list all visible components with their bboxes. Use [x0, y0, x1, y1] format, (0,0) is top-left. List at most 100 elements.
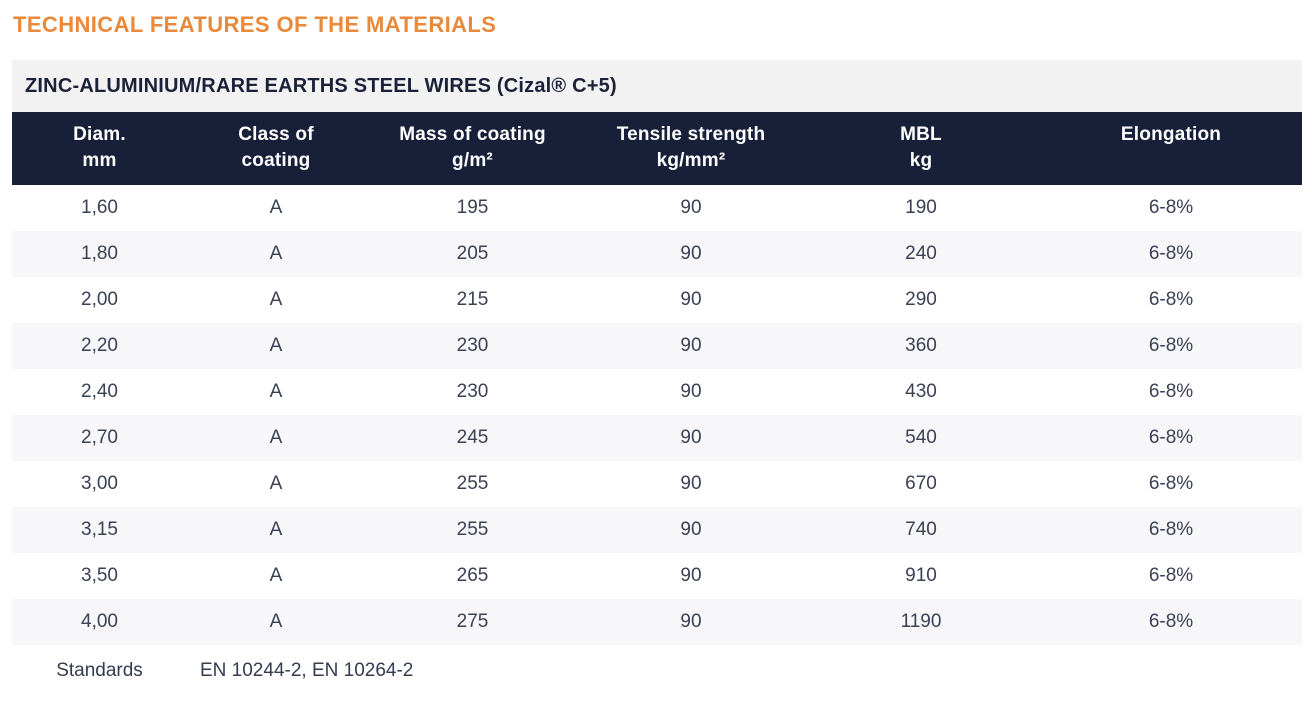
header-line: MBL	[900, 124, 942, 145]
header-line: Mass of coating	[399, 124, 546, 145]
cell-class: A	[269, 289, 283, 310]
header-line: kg/mm²	[656, 150, 726, 171]
cell-mass: 195	[456, 197, 489, 218]
cell-tensile: 90	[680, 243, 702, 264]
table-subtitle-bar: ZINC-ALUMINIUM/RARE EARTHS STEEL WIRES (…	[12, 60, 1302, 112]
cell-mbl: 290	[905, 289, 937, 310]
cell-mass: 215	[456, 289, 489, 310]
header-line: mm	[82, 150, 117, 171]
cell-class: A	[269, 473, 283, 494]
standards-value: EN 10244-2, EN 10264-2	[187, 645, 1302, 696]
column-header-class-of-coating: Class of coating	[187, 112, 365, 185]
cell-class: A	[269, 197, 283, 218]
column-header-diam: Diam. mm	[12, 112, 187, 185]
header-line: Class of	[238, 124, 314, 145]
cell-class: A	[269, 243, 283, 264]
header-line	[1040, 148, 1302, 174]
table-row: 2,70 A 245 90 540 6-8%	[12, 415, 1302, 461]
table-row: 4,00 A 275 90 1190 6-8%	[12, 599, 1302, 645]
cell-mbl: 430	[905, 381, 937, 402]
table-header: Diam. mm Class of coating Mass of coatin…	[12, 112, 1302, 185]
cell-tensile: 90	[680, 519, 702, 540]
header-line: Tensile strength	[616, 124, 766, 145]
table-row: 1,80 A 205 90 240 6-8%	[12, 231, 1302, 277]
cell-tensile: 90	[680, 289, 702, 310]
cell-class: A	[269, 519, 283, 540]
cell-mass: 275	[456, 611, 489, 632]
cell-mass: 205	[456, 243, 489, 264]
cell-diam: 2,00	[81, 289, 118, 310]
cell-tensile: 90	[680, 381, 702, 402]
table-row: 1,60 A 195 90 190 6-8%	[12, 185, 1302, 231]
cell-elongation: 6-8%	[1148, 611, 1194, 632]
cell-mass: 265	[456, 565, 489, 586]
header-line: kg	[909, 150, 933, 171]
cell-elongation: 6-8%	[1148, 519, 1194, 540]
cell-mass: 255	[456, 473, 489, 494]
table-row: 2,20 A 230 90 360 6-8%	[12, 323, 1302, 369]
table-row: 2,40 A 230 90 430 6-8%	[12, 369, 1302, 415]
table-row: 2,00 A 215 90 290 6-8%	[12, 277, 1302, 323]
cell-elongation: 6-8%	[1148, 335, 1194, 356]
cell-mbl: 240	[905, 243, 937, 264]
cell-mass: 255	[456, 519, 489, 540]
cell-mass: 230	[456, 381, 489, 402]
column-header-tensile-strength: Tensile strength kg/mm²	[580, 112, 802, 185]
standards-row: Standards EN 10244-2, EN 10264-2	[12, 645, 1302, 696]
cell-mass: 230	[456, 335, 489, 356]
cell-tensile: 90	[680, 197, 702, 218]
header-line: Diam.	[73, 124, 126, 145]
cell-mbl: 910	[905, 565, 937, 586]
cell-diam: 3,50	[81, 565, 118, 586]
cell-mbl: 1190	[900, 611, 942, 632]
cell-elongation: 6-8%	[1148, 289, 1194, 310]
header-line: Elongation	[1120, 124, 1222, 145]
table-row: 3,00 A 255 90 670 6-8%	[12, 461, 1302, 507]
table-footer: Standards EN 10244-2, EN 10264-2	[12, 645, 1302, 696]
cell-mbl: 670	[905, 473, 937, 494]
cell-tensile: 90	[680, 611, 702, 632]
cell-mbl: 740	[905, 519, 937, 540]
cell-tensile: 90	[680, 565, 702, 586]
cell-diam: 4,00	[81, 611, 118, 632]
cell-tensile: 90	[680, 473, 702, 494]
cell-tensile: 90	[680, 335, 702, 356]
cell-diam: 1,60	[81, 197, 118, 218]
column-header-elongation: Elongation	[1040, 112, 1302, 185]
cell-elongation: 6-8%	[1148, 565, 1194, 586]
cell-diam: 2,20	[81, 335, 118, 356]
cell-diam: 3,15	[81, 519, 118, 540]
cell-class: A	[269, 381, 283, 402]
cell-elongation: 6-8%	[1148, 427, 1194, 448]
cell-mbl: 190	[905, 197, 937, 218]
cell-diam: 3,00	[81, 473, 118, 494]
table-subtitle: ZINC-ALUMINIUM/RARE EARTHS STEEL WIRES (…	[25, 74, 617, 97]
cell-elongation: 6-8%	[1148, 197, 1194, 218]
materials-table-block: ZINC-ALUMINIUM/RARE EARTHS STEEL WIRES (…	[12, 60, 1302, 696]
column-header-mbl: MBL kg	[802, 112, 1040, 185]
table-row: 3,50 A 265 90 910 6-8%	[12, 553, 1302, 599]
header-line: g/m²	[452, 150, 493, 171]
spec-table: Diam. mm Class of coating Mass of coatin…	[12, 112, 1302, 696]
cell-class: A	[269, 427, 283, 448]
cell-mbl: 540	[905, 427, 937, 448]
cell-elongation: 6-8%	[1148, 381, 1194, 402]
header-line: coating	[241, 150, 311, 171]
cell-class: A	[269, 335, 283, 356]
cell-elongation: 6-8%	[1148, 473, 1194, 494]
cell-mbl: 360	[905, 335, 937, 356]
header-row: Diam. mm Class of coating Mass of coatin…	[12, 112, 1302, 185]
cell-diam: 2,70	[81, 427, 118, 448]
table-body: 1,60 A 195 90 190 6-8% 1,80 A 205 90 240…	[12, 185, 1302, 645]
column-header-mass-of-coating: Mass of coating g/m²	[365, 112, 580, 185]
cell-tensile: 90	[680, 427, 702, 448]
standards-label: Standards	[12, 645, 187, 696]
cell-class: A	[269, 565, 283, 586]
table-row: 3,15 A 255 90 740 6-8%	[12, 507, 1302, 553]
cell-elongation: 6-8%	[1148, 243, 1194, 264]
cell-mass: 245	[456, 427, 489, 448]
cell-diam: 2,40	[81, 381, 118, 402]
page-title: TECHNICAL FEATURES OF THE MATERIALS	[13, 12, 497, 37]
cell-class: A	[269, 611, 283, 632]
